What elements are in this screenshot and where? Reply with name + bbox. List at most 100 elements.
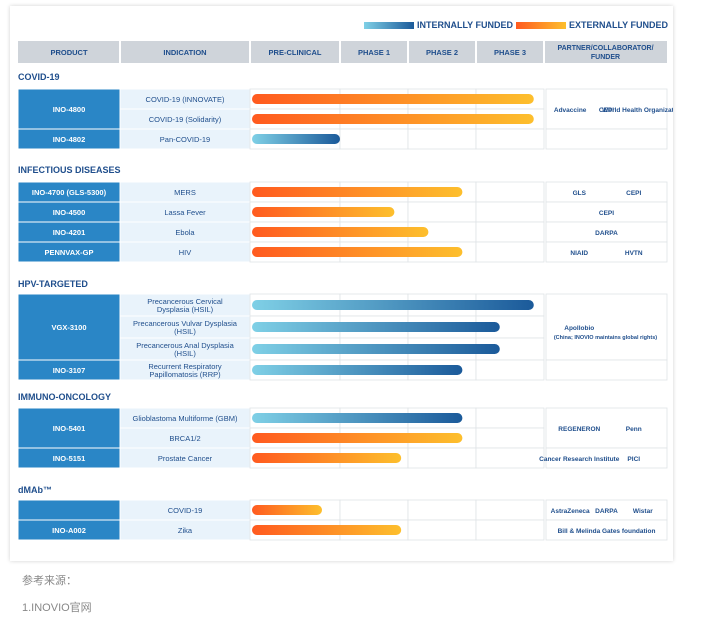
partner-cell	[545, 519, 668, 541]
indication-label: MERS	[174, 188, 196, 197]
indication-label: COVID-19	[168, 506, 203, 515]
indication-label: Precancerous Vulvar Dysplasia	[133, 319, 238, 328]
indication-label: HIV	[179, 248, 192, 257]
indication-label: Glioblastoma Multiforme (GBM)	[132, 414, 238, 423]
partner-name: (China; INOVIO maintains global rights)	[554, 335, 657, 341]
legend-internal-swatch	[364, 22, 414, 30]
indication-label: Recurrent Respiratory	[148, 362, 222, 371]
indication-label: Precancerous Anal Dysplasia	[136, 341, 234, 350]
section-title: INFECTIOUS DISEASES	[18, 165, 121, 175]
partner-name: PICI	[627, 456, 640, 463]
partner-cell	[545, 407, 668, 449]
product-name: PENNVAX-GP	[44, 248, 93, 257]
progress-bar	[252, 365, 463, 375]
partner-name: CEPI	[599, 107, 614, 114]
partner-name: Advaccine	[554, 107, 587, 114]
partner-name: Penn	[626, 426, 642, 433]
partner-name: DARPA	[595, 508, 618, 515]
progress-bar	[252, 207, 395, 217]
column-header: PRODUCT	[50, 48, 88, 57]
column-header: PARTNER/COLLABORATOR/	[557, 45, 653, 52]
partner-name: CEPI	[626, 190, 641, 197]
stage-cell	[407, 201, 477, 223]
partner-name: Apollobio	[564, 325, 594, 332]
product-cell	[17, 359, 121, 381]
partner-cell	[545, 447, 668, 469]
indication-label: (HSIL)	[174, 349, 196, 358]
indication-label: Papillomatosis (RRP)	[149, 370, 221, 379]
stage-cell	[475, 499, 545, 521]
stage-cell	[339, 128, 409, 150]
partner-name: World Health Organization	[602, 107, 673, 114]
progress-bar	[252, 134, 340, 144]
indication-label: Pan-COVID-19	[160, 135, 210, 144]
legend-external-label: EXTERNALLY FUNDED	[569, 20, 669, 30]
indication-label: (HSIL)	[174, 327, 196, 336]
stage-cell	[475, 221, 545, 243]
progress-bar	[252, 344, 500, 354]
product-cell	[17, 447, 121, 469]
indication-label: Prostate Cancer	[158, 454, 213, 463]
indication-label: Precancerous Cervical	[147, 297, 223, 306]
pipeline-card: INTERNALLY FUNDED EXTERNALLY FUNDED PROD…	[10, 6, 673, 561]
partner-cell	[545, 293, 668, 361]
indication-label: COVID-19 (INNOVATE)	[146, 95, 225, 104]
column-header: PHASE 2	[426, 48, 458, 57]
product-cell	[17, 241, 121, 263]
progress-bar	[252, 227, 429, 237]
stage-cell	[339, 499, 409, 521]
column-header: PHASE 3	[494, 48, 526, 57]
stage-cell	[475, 181, 545, 203]
legend-external-swatch	[516, 22, 566, 30]
stage-cell	[475, 359, 545, 381]
header-row	[18, 41, 667, 63]
partner-cell	[545, 88, 668, 130]
product-cell	[17, 499, 121, 521]
product-name: INO-4500	[53, 208, 86, 217]
partner-name: DARPA	[595, 230, 618, 237]
indication-label: COVID-19 (Solidarity)	[149, 115, 222, 124]
partner-name: AstraZeneca	[551, 508, 590, 515]
stage-cell	[475, 241, 545, 263]
product-cell	[17, 293, 121, 361]
partner-name: Bill & Melinda Gates foundation	[558, 528, 656, 535]
stage-cell	[475, 128, 545, 150]
legend-internal-label: INTERNALLY FUNDED	[417, 20, 514, 30]
product-name: INO-5151	[53, 454, 86, 463]
column-header: FUNDER	[591, 54, 620, 61]
partner-name: REGENERON	[558, 426, 600, 433]
product-name: INO-3107	[53, 366, 86, 375]
product-cell	[17, 128, 121, 150]
stage-cell	[475, 427, 545, 449]
source-item: 1.INOVIO官网	[22, 602, 92, 614]
section-title: dMAb™	[18, 485, 52, 495]
product-name: INO-4700 (GLS-5300)	[32, 188, 107, 197]
progress-bar	[252, 322, 500, 332]
progress-bar	[252, 453, 402, 463]
source-label: 参考来源：	[22, 575, 77, 587]
section-title: IMMUNO-ONCOLOGY	[18, 392, 111, 402]
indication-label: Dysplasia (HSIL)	[157, 305, 214, 314]
indication-label: Lassa Fever	[164, 208, 206, 217]
partner-cell	[545, 181, 668, 203]
product-name: INO-5401	[53, 424, 86, 433]
column-header: INDICATION	[163, 48, 206, 57]
pipeline-chart: PRODUCT INDICATION PRE-CLINICAL PHASE 1 PHAS…	[17, 41, 673, 541]
stage-cell	[475, 447, 545, 469]
progress-bar	[252, 187, 463, 197]
progress-bar	[252, 413, 463, 423]
indication-label: Zika	[178, 526, 193, 535]
progress-bar	[252, 505, 322, 515]
stage-cell	[407, 499, 477, 521]
progress-bar	[252, 300, 534, 310]
partner-name: GLS	[573, 190, 587, 197]
column-header: PRE-CLINICAL	[269, 48, 322, 57]
stage-cell	[407, 128, 477, 150]
legend-internal: INTERNALLY FUNDED	[364, 20, 513, 30]
legend-external: EXTERNALLY FUNDED	[516, 20, 668, 30]
progress-bar	[252, 247, 463, 257]
partner-name: Cancer Research Institute	[539, 456, 620, 463]
product-name: INO-4201	[53, 228, 86, 237]
stage-cell	[475, 201, 545, 223]
progress-bar	[252, 525, 402, 535]
